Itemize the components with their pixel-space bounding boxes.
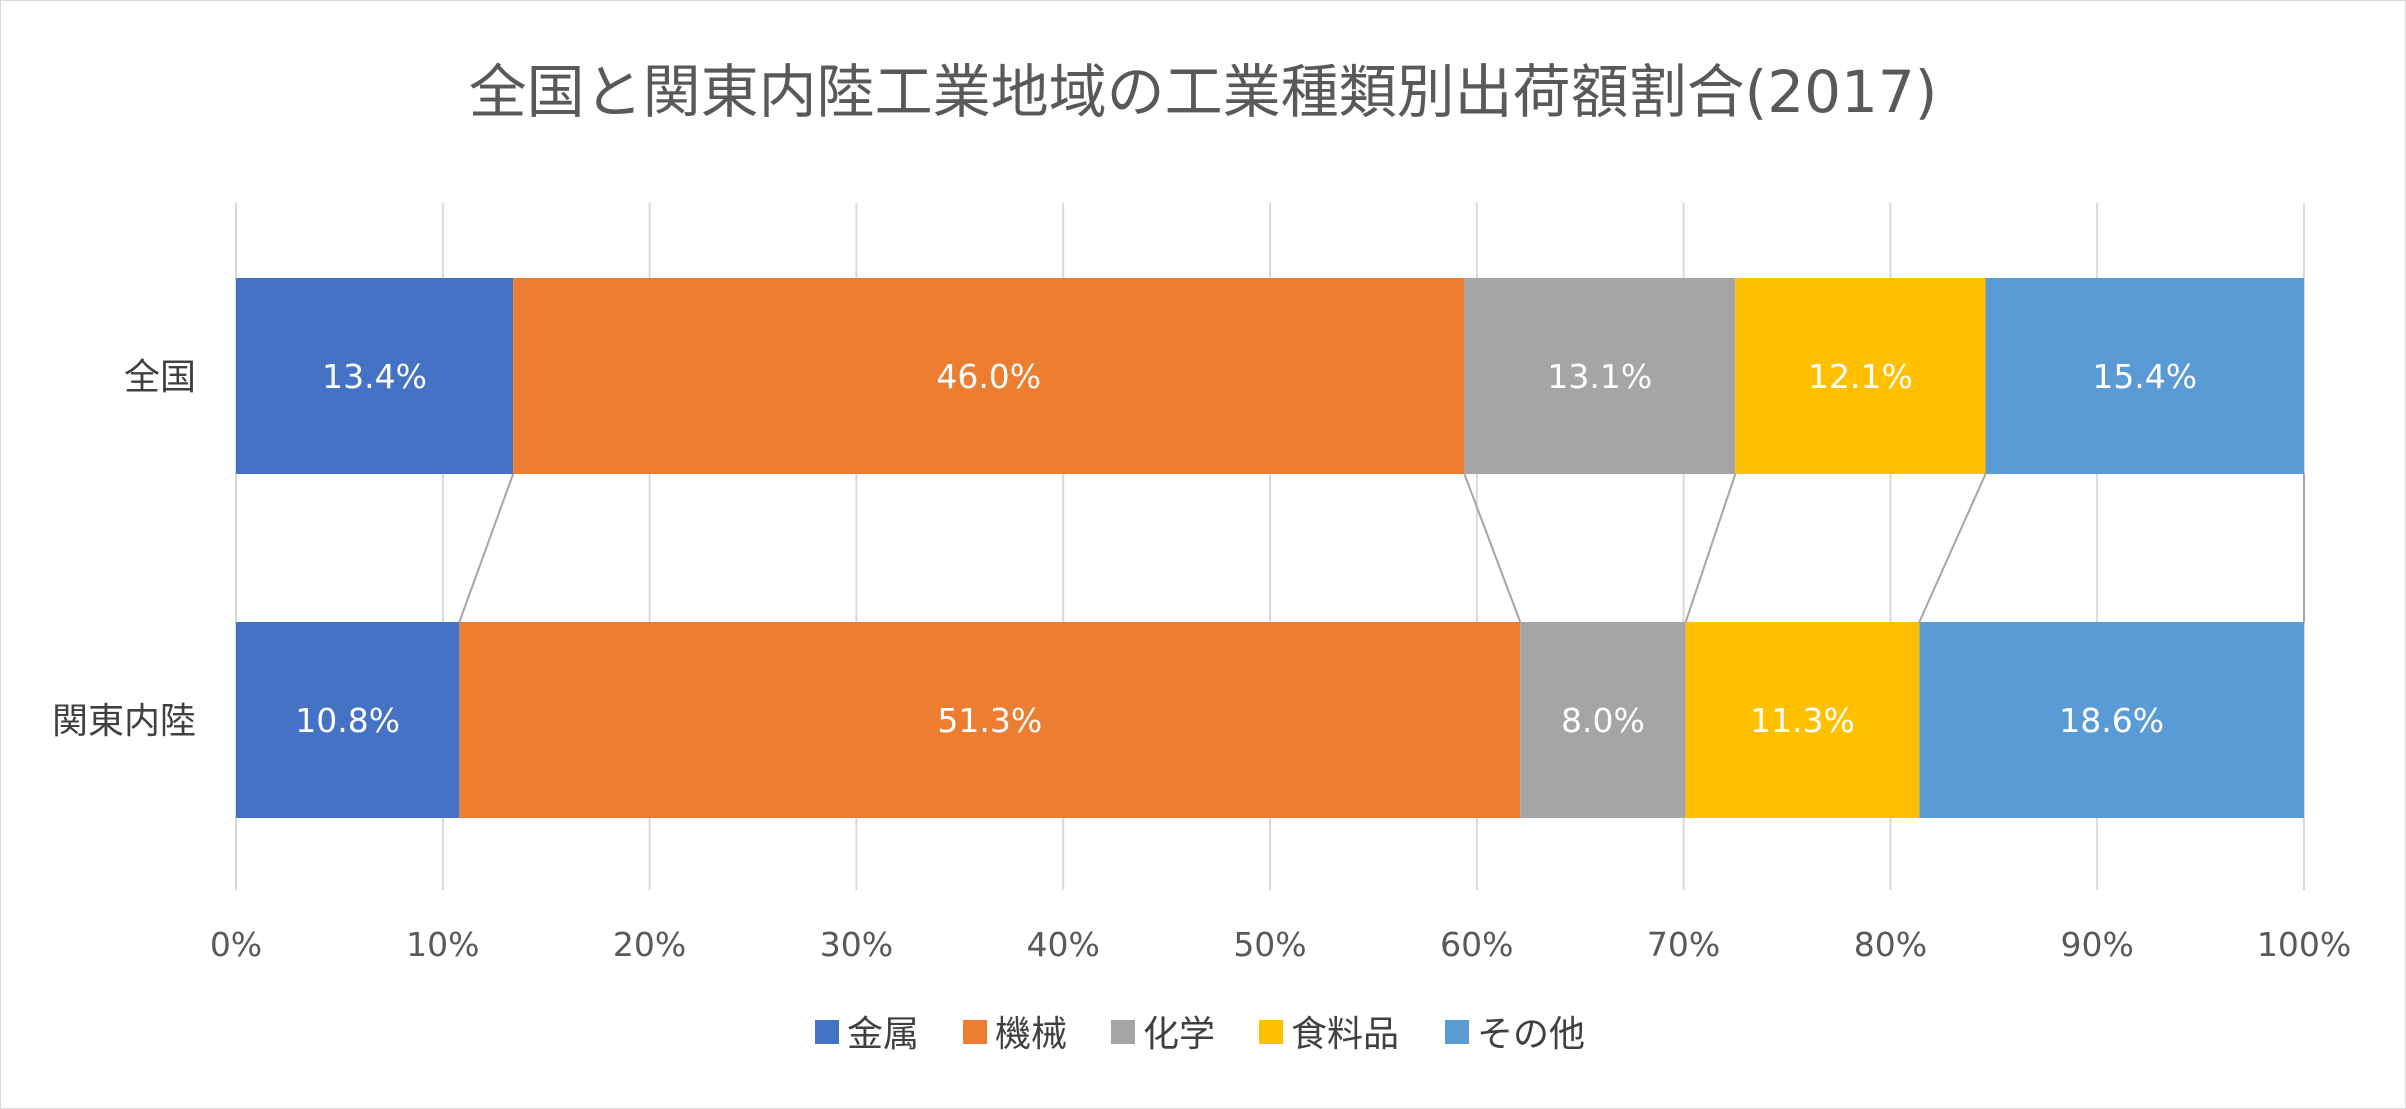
data-label: 15.4%	[2092, 357, 2197, 396]
legend-swatch	[1111, 1020, 1135, 1044]
chart-title: 全国と関東内陸工業地域の工業種類別出荷額割合(2017)	[469, 58, 1938, 126]
x-tick-label: 40%	[1027, 925, 1100, 964]
data-label: 18.6%	[2059, 701, 2164, 740]
data-label: 51.3%	[937, 701, 1042, 740]
legend-swatch	[1445, 1020, 1469, 1044]
bars	[236, 278, 2304, 818]
bar-segment	[1685, 622, 1920, 818]
legend: 金属 機械 化学 食料品 その他	[815, 1014, 1585, 1055]
bar-segment	[1985, 278, 2304, 474]
data-label: 11.3%	[1750, 701, 1855, 740]
legend-swatch	[1259, 1020, 1283, 1044]
legend-swatch	[815, 1020, 839, 1044]
legend-label: 化学	[1143, 1014, 1215, 1055]
bar-segment	[1919, 622, 2304, 818]
series-line	[458, 473, 515, 623]
series-lines	[458, 473, 2305, 623]
legend-label: 機械	[995, 1014, 1067, 1055]
legend-label: 金属	[847, 1014, 919, 1055]
bar-segment	[236, 278, 514, 474]
legend-label: その他	[1477, 1014, 1585, 1055]
data-label: 13.1%	[1547, 357, 1652, 396]
bar-segment	[1735, 278, 1986, 474]
series-line	[1918, 473, 1987, 623]
x-tick-label: 90%	[2061, 925, 2134, 964]
bar-segment	[236, 622, 460, 818]
data-label: 10.8%	[295, 701, 400, 740]
bar-segment	[1464, 278, 1736, 474]
category-label: 関東内陸	[52, 701, 196, 742]
series-line	[1463, 473, 1522, 623]
legend-label: 食料品	[1291, 1014, 1399, 1055]
legend-swatch	[963, 1020, 987, 1044]
data-label: 13.4%	[322, 357, 427, 396]
series-line	[1684, 473, 1737, 623]
bar-segment	[1520, 622, 1686, 818]
category-label: 全国	[124, 357, 196, 398]
x-tick-label: 10%	[406, 925, 479, 964]
x-tick-label: 80%	[1854, 925, 1927, 964]
x-tick-label: 50%	[1233, 925, 1306, 964]
x-tick-label: 30%	[820, 925, 893, 964]
x-tick-label: 60%	[1440, 925, 1513, 964]
bar-segment	[513, 278, 1465, 474]
bar-segment	[459, 622, 1521, 818]
data-labels: 13.4% 10.8% 46.0% 51.3% 13.1% 8.0% 12.1% 11.3% 1…	[295, 357, 2197, 740]
x-tick-label: 100%	[2257, 925, 2351, 964]
x-tick-label: 20%	[613, 925, 686, 964]
data-label: 46.0%	[936, 357, 1041, 396]
x-tick-label: 70%	[1647, 925, 1720, 964]
data-label: 12.1%	[1808, 357, 1913, 396]
x-tick-label: 0%	[210, 925, 262, 964]
data-label: 8.0%	[1561, 701, 1645, 740]
